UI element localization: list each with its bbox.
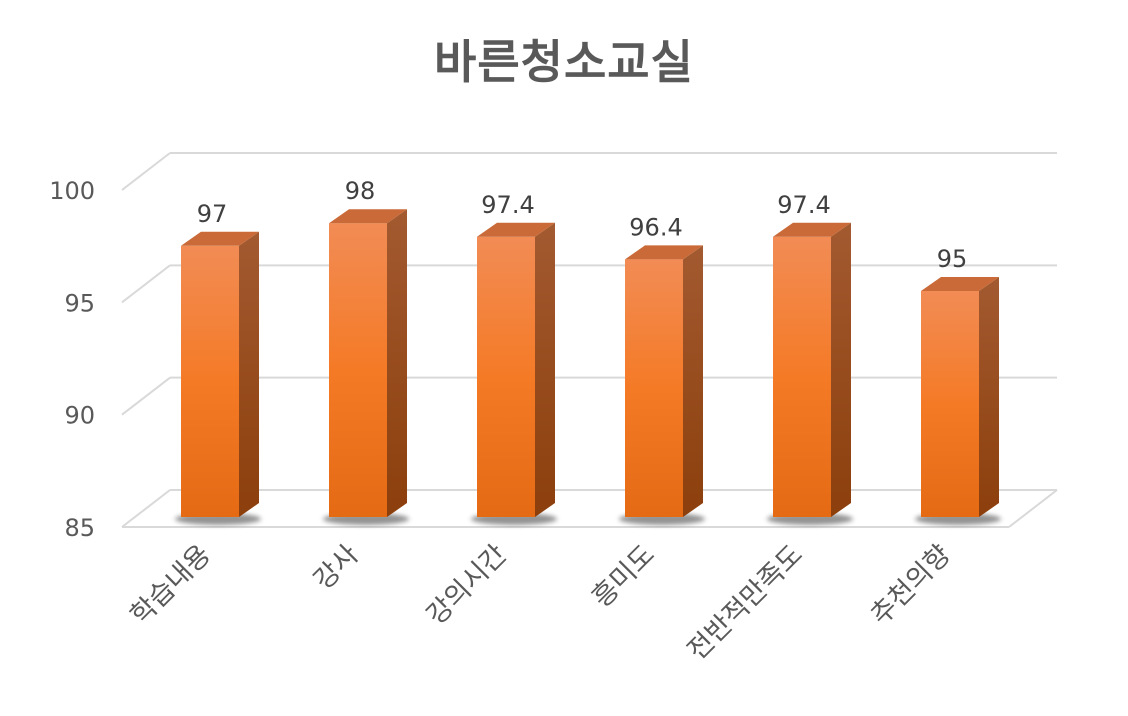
y-tick-label: 85 (64, 514, 95, 542)
gridline-diagonal (121, 152, 171, 191)
bar-top (625, 245, 703, 260)
bar (625, 245, 703, 518)
x-tick-label: 학습내용 (125, 539, 217, 631)
bar (181, 231, 259, 518)
bar-top (773, 222, 851, 237)
bar (773, 222, 851, 517)
bar (921, 277, 999, 517)
y-tick-label: 95 (64, 289, 95, 317)
bar-front (773, 236, 831, 517)
bar-side (535, 222, 555, 517)
bar-top (329, 209, 407, 224)
bar-front (181, 245, 239, 518)
x-tick-label: 추천의향 (865, 539, 957, 631)
x-tick-label: 전반적만족도 (682, 539, 809, 666)
bar (477, 222, 555, 517)
data-label: 95 (937, 245, 968, 273)
gridline-diagonal (121, 489, 171, 528)
bar-side (979, 277, 999, 517)
x-tick-label: 강사 (308, 539, 365, 596)
bar-top (181, 231, 259, 246)
data-label: 96.4 (629, 213, 682, 241)
bar-front (921, 291, 979, 517)
bar-side (831, 222, 851, 517)
x-tick-label: 강의시간 (421, 539, 513, 631)
data-label: 98 (345, 177, 376, 205)
x-tick-label: 흥미도 (586, 539, 661, 614)
y-tick-label: 90 (64, 402, 95, 430)
bar-top (921, 277, 999, 291)
gridline-diagonal (121, 376, 171, 416)
bar-front (477, 236, 535, 517)
data-label: 97.4 (777, 191, 830, 219)
bar-side (239, 231, 259, 518)
bar-front (329, 223, 387, 517)
chart-title: 바른청소교실 (434, 35, 694, 89)
data-label: 97.4 (481, 191, 534, 219)
bar (329, 209, 407, 517)
data-label: 97 (197, 200, 228, 228)
bar-front (625, 259, 683, 517)
floor-edge-right (1008, 489, 1058, 528)
y-tick-label: 100 (49, 177, 95, 205)
bar-side (683, 245, 703, 518)
gridline-diagonal (121, 264, 171, 304)
bar-top (477, 222, 555, 237)
bar-side (387, 209, 407, 517)
